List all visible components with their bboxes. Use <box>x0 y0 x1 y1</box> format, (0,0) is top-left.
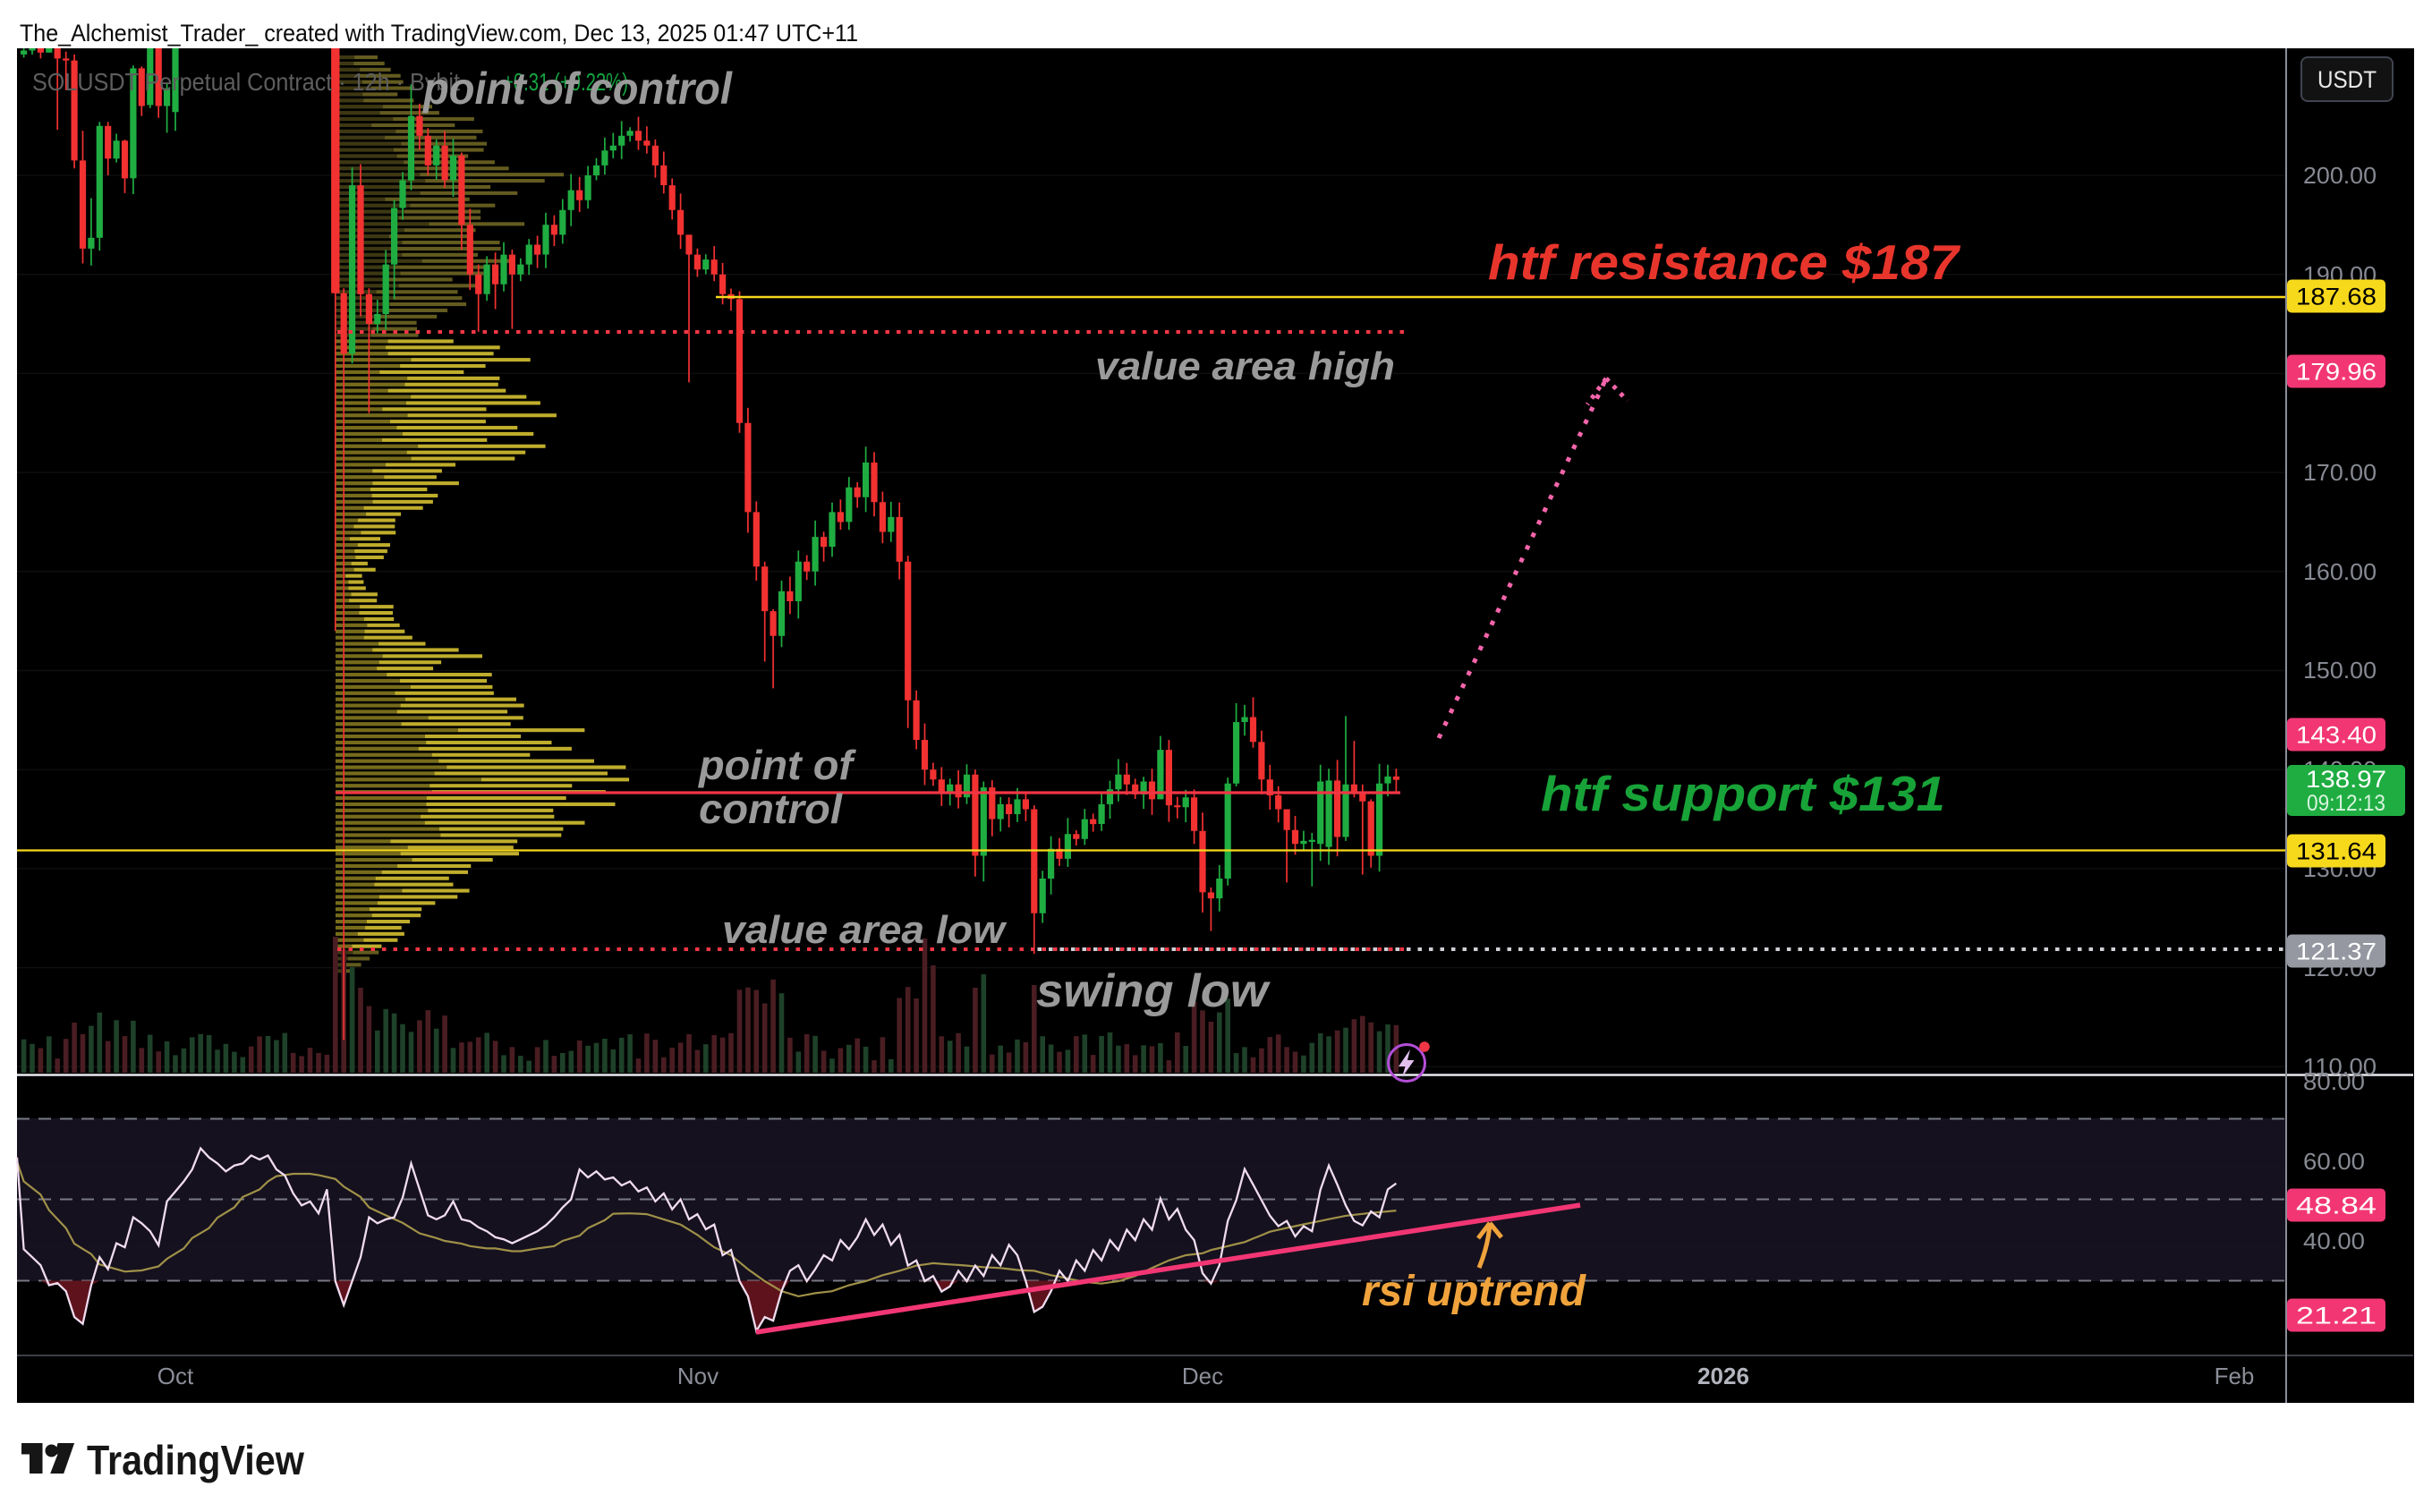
svg-text:USDT: USDT <box>2317 66 2377 93</box>
svg-text:value area low: value area low <box>722 908 1008 952</box>
svg-text:121.37: 121.37 <box>2296 939 2377 965</box>
svg-text:TradingView: TradingView <box>87 1437 304 1483</box>
svg-text:80.00: 80.00 <box>2303 1068 2365 1095</box>
svg-text:160.00: 160.00 <box>2303 558 2377 585</box>
svg-text:rsi uptrend: rsi uptrend <box>1362 1268 1587 1315</box>
svg-text:Feb: Feb <box>2215 1363 2255 1389</box>
svg-text:40.00: 40.00 <box>2303 1227 2365 1254</box>
svg-text:swing low: swing low <box>1036 965 1271 1017</box>
svg-text:21.21: 21.21 <box>2296 1303 2377 1329</box>
svg-text:htf resistance $187: htf resistance $187 <box>1488 234 1961 290</box>
svg-text:point of control: point of control <box>421 64 733 114</box>
svg-text:value area high: value area high <box>1095 344 1395 388</box>
svg-text:The_Alchemist_Trader_ created: The_Alchemist_Trader_ created with Tradi… <box>20 20 858 47</box>
svg-text:170.00: 170.00 <box>2303 459 2377 486</box>
svg-text:control: control <box>699 786 843 832</box>
svg-text:131.64: 131.64 <box>2296 838 2377 865</box>
svg-text:138.97: 138.97 <box>2306 766 2386 793</box>
svg-text:143.40: 143.40 <box>2296 722 2377 749</box>
svg-text:09:12:13: 09:12:13 <box>2307 791 2385 816</box>
svg-text:150.00: 150.00 <box>2303 657 2377 684</box>
svg-text:48.84: 48.84 <box>2296 1193 2377 1219</box>
svg-text:179.96: 179.96 <box>2296 359 2377 386</box>
svg-text:SOLUSDT Perpetual Contract · 1: SOLUSDT Perpetual Contract · 12h · Bybit <box>32 68 460 96</box>
svg-text:60.00: 60.00 <box>2303 1148 2365 1175</box>
svg-text:187.68: 187.68 <box>2296 284 2377 310</box>
svg-text:Oct: Oct <box>157 1363 194 1389</box>
svg-text:200.00: 200.00 <box>2303 162 2377 189</box>
svg-text:Nov: Nov <box>677 1363 719 1389</box>
svg-text:Dec: Dec <box>1182 1363 1223 1389</box>
svg-text:110.00: 110.00 <box>2303 1053 2377 1080</box>
svg-text:2026: 2026 <box>1697 1363 1749 1389</box>
svg-text:htf support $131: htf support $131 <box>1541 766 1945 821</box>
svg-text:point of: point of <box>697 742 857 788</box>
svg-text:+0.31 (+0.22%): +0.31 (+0.22%) <box>503 68 628 96</box>
